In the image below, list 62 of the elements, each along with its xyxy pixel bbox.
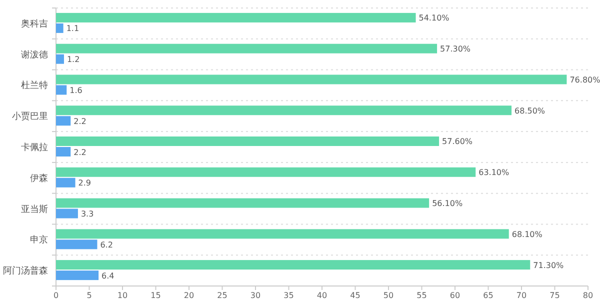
x-tick-label: 80 — [582, 291, 594, 300]
data-label: 68.10% — [512, 230, 543, 239]
bar — [56, 229, 509, 239]
x-tick-label: 50 — [383, 291, 394, 300]
bar — [56, 116, 71, 126]
data-label: 6.4 — [102, 271, 114, 280]
x-tick-label: 35 — [284, 291, 294, 300]
data-label: 6.2 — [100, 240, 113, 250]
data-label: 56.10% — [432, 199, 463, 208]
y-tick-label: 申京 — [30, 234, 48, 246]
bar — [56, 178, 76, 188]
bar — [56, 240, 98, 250]
x-tick-label: 60 — [450, 291, 460, 300]
data-label: 1.6 — [70, 86, 82, 95]
bar — [56, 208, 78, 218]
bar — [56, 147, 71, 156]
y-tick-label: 卡佩拉 — [21, 142, 48, 153]
x-tick-label: 70 — [516, 291, 527, 300]
data-label: 1.1 — [66, 24, 80, 34]
data-label: 76.80% — [570, 75, 600, 84]
x-tick-label: 20 — [184, 291, 194, 300]
y-tick-label: 伊森 — [30, 172, 48, 184]
x-tick-label: 10 — [117, 291, 128, 300]
y-tick-label: 杜兰特 — [21, 80, 48, 92]
y-tick-label: 阿门汤普森 — [3, 266, 48, 277]
bar — [56, 74, 567, 84]
data-label: 54.10% — [418, 14, 450, 23]
data-label: 71.30% — [533, 260, 564, 270]
x-tick-label: 45 — [350, 291, 360, 300]
data-label: 2.9 — [78, 178, 92, 188]
data-label: 57.30% — [440, 44, 471, 54]
bar — [56, 12, 416, 22]
bar — [56, 23, 64, 33]
x-tick-label: 5 — [86, 291, 92, 300]
x-tick-label: 65 — [483, 291, 494, 300]
bar — [56, 85, 67, 95]
bar — [56, 167, 476, 177]
y-tick-label: 奥科吉 — [21, 18, 48, 30]
data-label: 68.50% — [514, 106, 546, 116]
data-label: 2.2 — [74, 148, 86, 157]
x-tick-label: 55 — [416, 291, 427, 300]
x-tick-label: 30 — [250, 291, 261, 300]
y-tick-label: 亚当斯 — [21, 204, 48, 215]
bar — [56, 54, 64, 64]
x-tick-label: 75 — [550, 291, 560, 300]
data-label: 1.2 — [66, 55, 80, 64]
bar — [56, 136, 440, 146]
data-label: 2.2 — [74, 116, 86, 126]
data-label: 63.10% — [478, 168, 510, 178]
x-tick-label: 40 — [316, 291, 328, 300]
data-label: 3.3 — [80, 210, 94, 219]
y-tick-label: 谢泼德 — [21, 49, 48, 60]
y-tick-label: 小贾巴里 — [12, 111, 48, 122]
x-tick-label: 0 — [53, 291, 59, 300]
x-tick-label: 15 — [150, 291, 161, 300]
x-tick-label: 25 — [217, 291, 228, 300]
bar — [56, 44, 438, 54]
bar — [56, 260, 530, 270]
bar — [56, 270, 99, 280]
data-label: 57.60% — [442, 137, 473, 146]
bar — [56, 106, 512, 116]
bar — [56, 198, 430, 208]
